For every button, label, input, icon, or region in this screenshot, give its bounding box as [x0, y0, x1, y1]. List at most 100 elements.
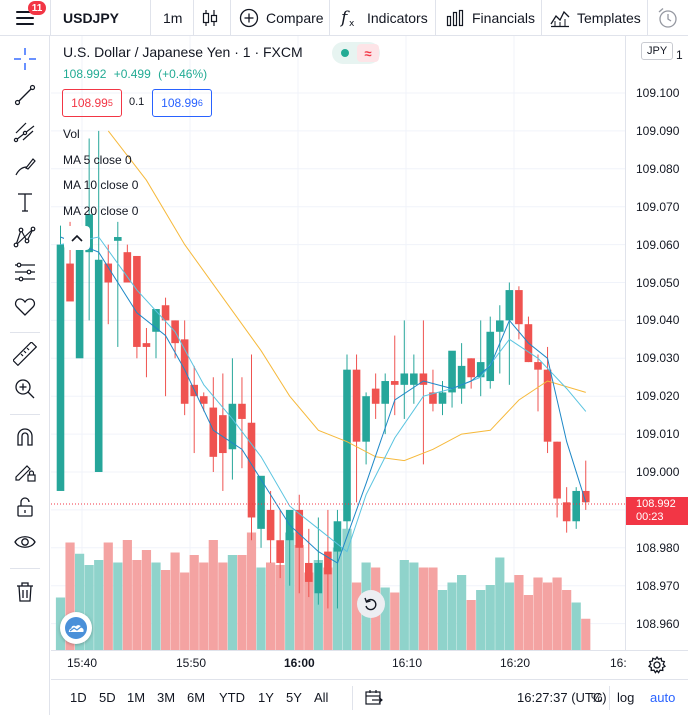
volume-bar — [65, 542, 75, 650]
range-button-5y[interactable]: 5Y — [286, 690, 302, 705]
candle-body — [467, 358, 475, 378]
measure-tool[interactable] — [12, 341, 38, 367]
candle-body — [410, 373, 418, 385]
moving-averages — [60, 130, 587, 564]
volume-bar — [323, 567, 333, 650]
lock-tool[interactable] — [12, 494, 38, 520]
last-price-label: 108.992 — [636, 498, 676, 510]
buy-button[interactable]: 108.99 6 — [152, 89, 212, 117]
range-button-1d[interactable]: 1D — [70, 690, 87, 705]
candle-body — [276, 540, 284, 563]
candle-body — [352, 369, 361, 442]
volume-legend[interactable]: Vol — [63, 127, 80, 141]
trend-line-tool[interactable] — [12, 82, 38, 108]
ma10-legend[interactable]: MA 10 close 0 — [63, 178, 139, 192]
tradingview-logo-button[interactable] — [60, 612, 92, 644]
chart-settings-button[interactable] — [647, 655, 667, 675]
pattern-tool[interactable] — [12, 224, 38, 250]
ma5-legend[interactable]: MA 5 close 0 — [63, 153, 132, 167]
fib-tool[interactable] — [12, 118, 38, 144]
magnet-tool[interactable] — [12, 424, 38, 450]
candle-body — [505, 290, 514, 321]
favorites-tool[interactable] — [12, 294, 38, 320]
candle-body — [66, 263, 74, 302]
price-change: +0.499 — [113, 67, 151, 81]
candle-body — [314, 562, 323, 594]
reset-chart-button[interactable] — [357, 590, 385, 618]
volume-bar — [170, 552, 180, 650]
volume-bar — [542, 582, 553, 650]
volume-bar — [304, 572, 314, 650]
currency-badge[interactable]: JPY — [641, 42, 674, 60]
range-button-3m[interactable]: 3M — [157, 690, 176, 705]
candle-body — [562, 502, 571, 522]
range-button-1m[interactable]: 1M — [127, 690, 146, 705]
alert-button[interactable] — [656, 0, 687, 36]
candles-icon — [202, 10, 218, 26]
hide-drawings-tool[interactable] — [12, 529, 38, 555]
pencil-lock-icon — [15, 465, 36, 482]
ma10-line — [60, 236, 587, 553]
price-tick-label: 109.080 — [636, 161, 680, 176]
hamburger-icon — [16, 11, 34, 25]
brush-tool[interactable] — [12, 154, 38, 180]
measure-lines-icon — [15, 262, 35, 282]
price-tick-label: 109.020 — [636, 389, 680, 404]
go-to-date-button[interactable] — [364, 688, 384, 708]
candle-body — [228, 403, 237, 450]
volume-bar — [132, 560, 142, 650]
candle-body — [400, 373, 409, 385]
candle-body — [247, 422, 256, 518]
log-scale-toggle[interactable]: log — [617, 690, 635, 705]
time-tick-label: 16: — [610, 656, 627, 670]
collapse-legend-button[interactable] — [64, 226, 90, 250]
range-button-1y[interactable]: 1Y — [258, 690, 274, 705]
financials-button[interactable]: Financials — [445, 0, 535, 36]
market-status[interactable]: ≈ — [332, 42, 380, 64]
svg-text:x: x — [349, 19, 355, 29]
divider — [193, 0, 194, 36]
range-button-5d[interactable]: 5D — [99, 690, 116, 705]
volume-bar — [256, 567, 266, 650]
utc-clock[interactable]: 16:27:37 (UTC) — [517, 690, 607, 705]
templates-button[interactable]: Templates — [550, 0, 641, 36]
volume-bar — [160, 570, 171, 650]
compare-button[interactable]: Compare — [239, 0, 324, 36]
bar-countdown: 00:23 — [636, 511, 664, 523]
volume-bar — [418, 567, 428, 650]
ma20-legend[interactable]: MA 20 close 0 — [63, 204, 139, 218]
lock-drawings-edit-tool[interactable] — [12, 459, 38, 485]
remove-drawings-tool[interactable] — [12, 579, 38, 605]
main-menu-button[interactable]: 11 — [0, 0, 50, 36]
range-button-ytd[interactable]: YTD — [219, 690, 245, 705]
volume-bar — [208, 540, 218, 650]
text-tool[interactable] — [12, 189, 38, 215]
price-tick-label: 1 — [676, 48, 683, 62]
price-tick-label: 109.060 — [636, 237, 680, 252]
symbol-search-button[interactable]: USDJPY — [63, 10, 120, 26]
auto-scale-toggle[interactable]: auto — [650, 690, 676, 705]
zoom-tool[interactable] — [12, 376, 38, 402]
prediction-tool[interactable] — [12, 259, 38, 285]
price-summary: 108.992 +0.499 (+0.46%) — [63, 67, 211, 81]
divider — [329, 0, 330, 36]
candle-body — [419, 373, 428, 385]
candle-body — [295, 509, 304, 548]
divider — [10, 414, 40, 415]
price-tick-label: 109.000 — [636, 465, 680, 479]
range-button-6m[interactable]: 6M — [187, 690, 206, 705]
range-button-all[interactable]: All — [314, 690, 329, 705]
interval-button[interactable]: 1m — [163, 10, 183, 26]
time-tick-label: 15:50 — [176, 656, 207, 670]
percent-scale-toggle[interactable]: % — [591, 690, 603, 705]
crosshair-tool[interactable] — [12, 46, 38, 72]
chart-type-button[interactable] — [199, 0, 228, 36]
sell-button[interactable]: 108.99 5 — [62, 89, 122, 117]
volume-bar — [581, 618, 591, 650]
price-change-pct: (+0.46%) — [158, 67, 208, 81]
candle-body — [199, 396, 208, 404]
symbol-title[interactable]: U.S. Dollar / Japanese Yen · 1 · FXCM — [63, 44, 303, 60]
